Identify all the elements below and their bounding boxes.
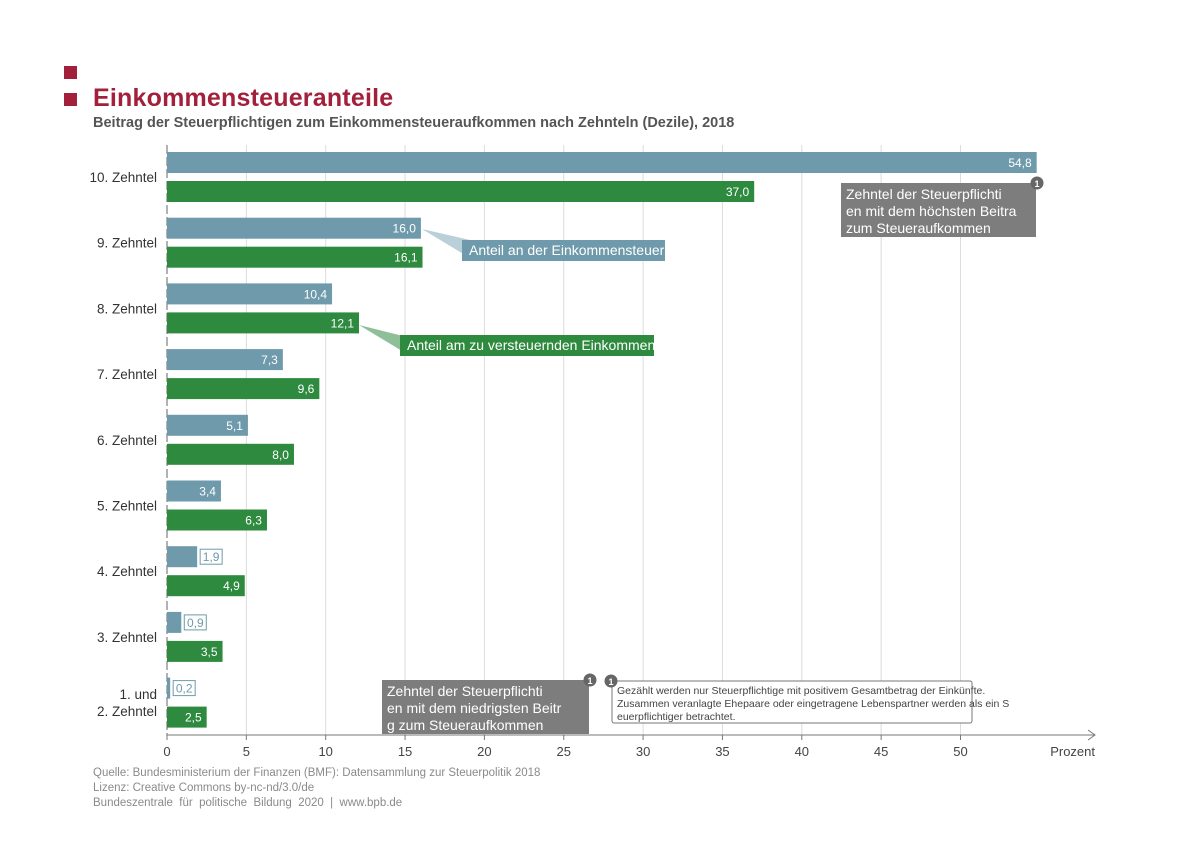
- annotation-top-decile: [841, 183, 1036, 237]
- data-label: 6,3: [245, 514, 262, 528]
- data-label: 9,6: [298, 382, 315, 396]
- data-label: 12,1: [331, 316, 355, 330]
- data-label: 10,4: [304, 287, 328, 301]
- x-tick-label: 40: [795, 744, 809, 759]
- annotation-top-decile-text: en mit dem höchsten Beitra: [846, 203, 1017, 219]
- data-label-box: [183, 614, 207, 631]
- category-label: 6. Zehntel: [97, 433, 157, 448]
- data-label: 2,5: [185, 711, 202, 725]
- footer-source: Quelle: Bundesministerium der Finanzen (…: [93, 767, 541, 779]
- bar-income-tax-share: [167, 611, 182, 633]
- footnote-marker-icon: [1030, 176, 1044, 190]
- footnote-marker-text: 1: [1034, 179, 1039, 189]
- bar-taxable-income-share: [167, 640, 223, 662]
- data-label: 1,9: [203, 550, 220, 564]
- title-marker-square: [64, 93, 77, 106]
- x-tick-label: 0: [163, 744, 170, 759]
- x-tick-label: 45: [874, 744, 888, 759]
- chart-title: Einkommensteueranteile: [93, 84, 394, 112]
- category-label: 1. und: [119, 687, 157, 702]
- annotation-top-decile-text: Zehntel der Steuerpflichti: [846, 186, 1002, 202]
- data-label-box: [172, 680, 196, 697]
- x-tick-label: 5: [243, 744, 250, 759]
- category-label: 9. Zehntel: [97, 236, 157, 251]
- bar-taxable-income-share: [167, 706, 207, 728]
- x-tick-label: 35: [715, 744, 729, 759]
- x-tick-label: 25: [557, 744, 571, 759]
- bar-taxable-income-share: [167, 312, 360, 334]
- footnote-text: Gezählt werden nur Steuerpflichtige mit …: [617, 685, 985, 697]
- bar-taxable-income-share: [167, 575, 245, 597]
- x-tick-label: 30: [636, 744, 650, 759]
- category-label: 7. Zehntel: [97, 367, 157, 382]
- annotation-bottom-deciles-text: g zum Steueraufkommen: [387, 717, 543, 733]
- legend-label-taxable-income: Anteil am zu versteuernden Einkommen: [407, 337, 655, 353]
- annotation-top-decile-text: zum Steueraufkommen: [846, 220, 991, 236]
- category-label: 8. Zehntel: [97, 301, 157, 316]
- data-label: 8,0: [272, 448, 289, 462]
- footnote-marker-icon: [604, 674, 618, 688]
- legend-callout-pointer: [422, 229, 470, 258]
- x-tick-label: 50: [953, 744, 967, 759]
- footer-license: Lizenz: Creative Commons by-nc-nd/3.0/de: [93, 782, 315, 794]
- bar-income-tax-share: [167, 546, 198, 568]
- bar-income-tax-share: [167, 414, 248, 436]
- x-tick-label: 15: [398, 744, 412, 759]
- footnote-text: euerpflichtiger betrachtet.: [617, 711, 735, 723]
- bar-income-tax-share: [167, 152, 1037, 173]
- category-label: 2. Zehntel: [97, 704, 157, 719]
- category-label: 4. Zehntel: [97, 564, 157, 579]
- bar-taxable-income-share: [167, 378, 320, 400]
- bar-income-tax-share: [167, 677, 171, 699]
- footer-publisher: Bundeszentrale für politische Bildung 20…: [93, 797, 403, 809]
- footnote-marker-text: 1: [587, 676, 592, 686]
- x-tick-label: 20: [477, 744, 491, 759]
- data-label: 37,0: [726, 185, 750, 199]
- bar-income-tax-share: [167, 480, 221, 502]
- x-axis-label: Prozent: [1050, 744, 1095, 759]
- data-label: 3,5: [201, 645, 218, 659]
- data-label: 3,4: [199, 485, 216, 499]
- bar-chart: 0 5 10 15 20 25 30 35 40 45 50 Prozent 10. Zehntel 54…: [89, 145, 1096, 759]
- bar-income-tax-share: [167, 283, 333, 305]
- data-label-box: [199, 548, 223, 565]
- legend-box-income-tax: [462, 240, 665, 261]
- footnote-box: [611, 680, 973, 724]
- data-label: 54,8: [1008, 156, 1032, 170]
- x-axis-arrow-icon: [1087, 729, 1096, 741]
- data-label: 16,0: [393, 222, 417, 236]
- bar-taxable-income-share: [167, 443, 294, 465]
- annotation-bottom-deciles-text: Zehntel der Steuerpflichti: [387, 683, 543, 699]
- chart-subtitle: Beitrag der Steuerpflichtigen zum Einkom…: [93, 115, 735, 131]
- footnote-marker-icon: [583, 673, 597, 687]
- legend-callout-pointer: [359, 325, 407, 354]
- bar-taxable-income-share: [167, 509, 267, 531]
- annotation-bottom-deciles-text: en mit dem niedrigsten Beitr: [387, 700, 562, 716]
- data-label: 5,1: [226, 419, 243, 433]
- title-marker-square-top: [64, 66, 77, 79]
- data-label: 0,2: [176, 682, 193, 696]
- legend-box-taxable-income: [400, 335, 654, 356]
- bar-income-tax-share: [167, 217, 421, 239]
- footnote-marker-text: 1: [608, 677, 613, 687]
- data-label: 0,9: [187, 616, 204, 630]
- data-label: 16,1: [394, 251, 418, 265]
- bar-income-tax-share: [167, 349, 283, 371]
- category-label: 3. Zehntel: [97, 630, 157, 645]
- footnote-text: Zusammen veranlagte Ehepaare oder einget…: [617, 698, 1009, 710]
- category-label: 5. Zehntel: [97, 499, 157, 514]
- category-label: 10. Zehntel: [89, 170, 157, 185]
- legend-label-income-tax: Anteil an der Einkommensteuer: [469, 242, 665, 258]
- data-label: 7,3: [261, 353, 278, 367]
- bar-taxable-income-share: [167, 246, 423, 268]
- data-label: 4,9: [223, 579, 240, 593]
- bar-taxable-income-share: [167, 181, 755, 202]
- annotation-bottom-deciles: [382, 680, 589, 734]
- x-tick-label: 10: [318, 744, 332, 759]
